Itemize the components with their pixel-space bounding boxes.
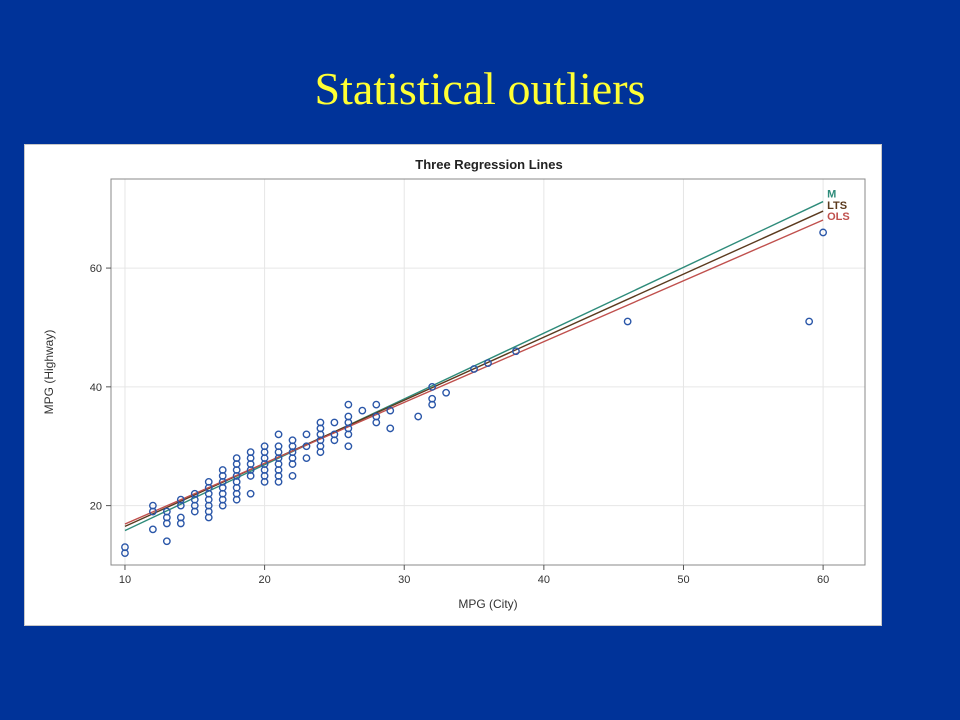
data-point (414, 412, 423, 421)
data-point (805, 317, 814, 326)
data-point (302, 454, 311, 463)
data-point (358, 406, 367, 415)
data-point (232, 454, 241, 463)
data-point (372, 400, 381, 409)
y-tick-label: 60 (90, 263, 102, 275)
slide-title: Statistical outliers (314, 63, 646, 114)
grid-layer (111, 179, 865, 565)
data-point (344, 400, 353, 409)
y-axis-label: MPG (Highway) (42, 330, 56, 415)
data-point (372, 412, 381, 421)
x-tick-label: 40 (538, 574, 550, 586)
data-point (344, 442, 353, 451)
data-point (512, 347, 520, 356)
data-point (428, 382, 437, 391)
line-label-ols: OLS (827, 211, 850, 223)
data-point (386, 424, 395, 433)
data-point (330, 418, 339, 427)
x-axis-label: MPG (City) (458, 597, 517, 611)
data-points (121, 228, 828, 558)
data-point (246, 489, 255, 498)
y-tick-label: 20 (90, 501, 102, 513)
data-point (218, 466, 227, 474)
data-point (204, 477, 213, 486)
data-point (442, 388, 451, 397)
data-point (302, 430, 311, 439)
data-point (288, 472, 297, 480)
x-tick-label: 20 (258, 574, 270, 586)
data-point (302, 442, 311, 451)
data-point (288, 436, 297, 445)
data-point (470, 365, 478, 373)
data-point (176, 495, 185, 504)
data-point (484, 359, 492, 367)
data-point (274, 430, 283, 439)
data-point (274, 442, 283, 451)
data-point (428, 394, 437, 403)
data-point (148, 501, 157, 510)
x-tick-label: 10 (119, 574, 131, 586)
y-tick-label: 40 (90, 382, 102, 394)
data-point (162, 507, 171, 516)
line-label-lts: LTS (827, 200, 847, 212)
data-point (148, 525, 157, 534)
chart-title: Three Regression Lines (415, 157, 562, 172)
ticks-layer: 10 20 30 40 50 60 20 40 60 (90, 263, 829, 586)
line-label-m: M (827, 189, 836, 201)
data-point (121, 543, 129, 552)
data-point (623, 317, 632, 326)
chart-panel: Three Regression Lines 10 20 30 40 50 60 20 40 6… (24, 144, 882, 626)
data-point (246, 448, 255, 457)
data-point (344, 412, 353, 421)
data-point (819, 228, 828, 237)
data-point (316, 418, 325, 427)
x-tick-label: 50 (677, 574, 689, 586)
data-point (162, 537, 171, 546)
data-point (176, 513, 185, 522)
regression-chart: Three Regression Lines 10 20 30 40 50 60 20 40 6… (42, 157, 866, 611)
data-point (330, 430, 339, 439)
x-tick-label: 30 (398, 574, 410, 586)
plot-frame (110, 178, 866, 566)
data-point (190, 489, 199, 498)
data-point (260, 442, 269, 451)
x-tick-label: 60 (817, 574, 829, 586)
data-point (386, 406, 395, 415)
